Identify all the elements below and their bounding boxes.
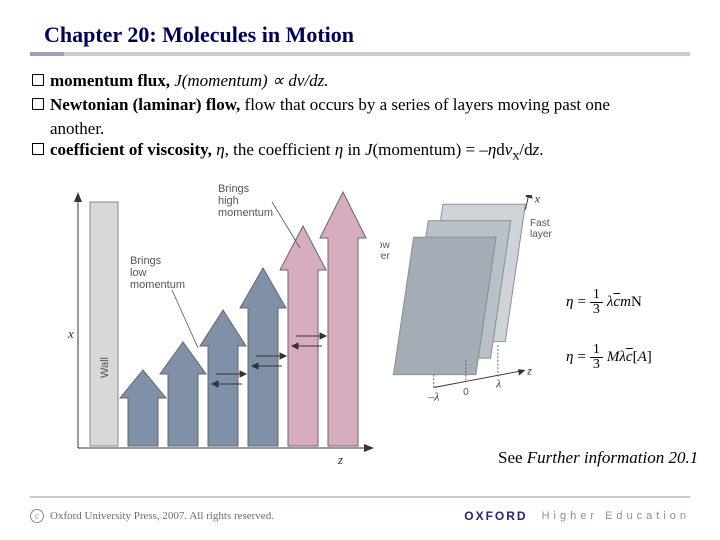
svg-text:low: low <box>130 267 147 279</box>
equation-2: η = 13 Mλc[A] <box>566 343 720 372</box>
copyright-icon: c <box>30 509 44 523</box>
svg-text:z: z <box>337 452 343 467</box>
svg-text:λ: λ <box>495 377 501 391</box>
svg-text:0: 0 <box>463 387 469 398</box>
bullet-3: coefficient of viscosity, η, the coeffic… <box>32 139 712 165</box>
bullet-box-icon <box>32 98 44 110</box>
svg-text:momentum: momentum <box>130 279 185 291</box>
bullet-list: momentum flux, J(momentum) ∝ dν/dz. Newt… <box>32 70 712 167</box>
bullet-1: momentum flux, J(momentum) ∝ dν/dz. <box>32 70 712 92</box>
title-underline <box>30 52 690 56</box>
layers-figure: x Fast layer Slow layer z –λ 0 λ <box>380 195 570 415</box>
bullet-box-icon <box>32 143 44 155</box>
bullet-2-cont: another. <box>50 118 712 140</box>
svg-text:–λ: –λ <box>427 389 439 403</box>
svg-text:Brings: Brings <box>130 255 162 267</box>
momentum-figure: x z Wall Brings high momentum Brings low… <box>68 178 378 468</box>
equation-1: η = 13 λcmN <box>566 288 720 317</box>
svg-text:Fast: Fast <box>530 218 550 229</box>
bullet-2: Newtonian (laminar) flow, flow that occu… <box>32 94 712 116</box>
bullet-box-icon <box>32 74 44 86</box>
footer-copyright: c Oxford University Press, 2007. All rig… <box>30 509 274 523</box>
oxford-logo: OXFORD <box>464 509 527 523</box>
svg-text:momentum: momentum <box>218 207 273 219</box>
svg-text:z: z <box>526 364 532 378</box>
higher-education-text: Higher Education <box>542 510 690 522</box>
svg-text:Wall: Wall <box>99 357 111 378</box>
svg-text:layer: layer <box>380 251 390 262</box>
svg-text:layer: layer <box>530 229 552 240</box>
see-reference: See Further information 20.1 <box>498 448 698 468</box>
equations: η = 13 λcmN η = 13 Mλc[A] <box>566 288 720 398</box>
svg-text:x: x <box>68 326 74 341</box>
svg-text:Brings: Brings <box>218 183 250 195</box>
svg-text:high: high <box>218 195 239 207</box>
footer: c Oxford University Press, 2007. All rig… <box>30 496 690 530</box>
svg-text:Slow: Slow <box>380 240 390 251</box>
chapter-title: Chapter 20: Molecules in Motion <box>44 22 354 48</box>
svg-text:x: x <box>534 195 541 205</box>
footer-brand: OXFORD Higher Education <box>464 509 690 523</box>
